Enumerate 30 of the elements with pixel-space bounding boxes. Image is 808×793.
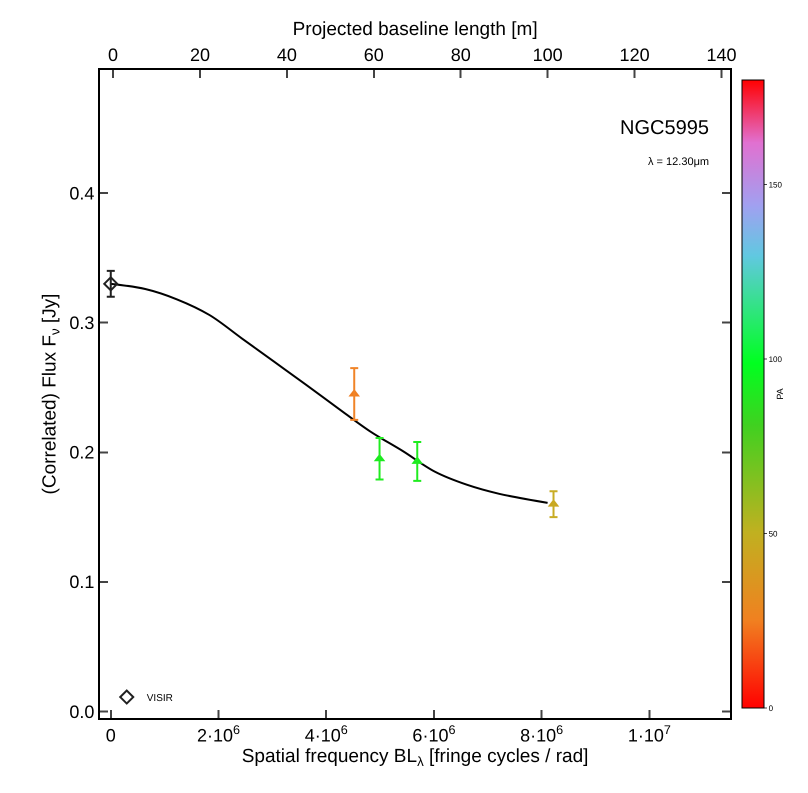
- annotation: NGC5995: [620, 117, 709, 139]
- color-bar-label: 50: [768, 529, 778, 538]
- x2-tick-label: 20: [190, 44, 210, 65]
- y-tick-label: 0.0: [69, 702, 94, 722]
- x2-tick-label: 0: [108, 44, 118, 65]
- y-tick-label: 0.4: [69, 183, 94, 204]
- x2-axis-title: Projected baseline length [m]: [292, 19, 538, 40]
- legend-label: VISIR: [146, 692, 173, 704]
- x-tick-label: 2·10$^{6}$: [196, 723, 240, 746]
- point: [103, 276, 118, 292]
- color-bar-label: 150: [768, 180, 782, 190]
- color-bar-label: 100: [768, 354, 782, 364]
- x-tick-label: 4·10$^{6}$: [304, 723, 348, 746]
- y-tick-label: 0.3: [69, 313, 94, 334]
- x2-tick-label: 120: [620, 44, 650, 65]
- x2-tick-label: 40: [276, 44, 297, 65]
- x-tick-label: 0: [106, 726, 116, 746]
- x-tick-label: 1·10$^{7}$: [628, 723, 671, 746]
- y-tick-label: 0.1: [69, 572, 94, 592]
- annotation: λ = 12.30μm: [648, 156, 710, 168]
- x-tick-label: 6·10$^{6}$: [412, 723, 456, 746]
- x2-tick-label: 60: [364, 44, 384, 65]
- x2-tick-label: 80: [450, 44, 471, 65]
- x2-tick-label: 100: [532, 44, 563, 65]
- x2-tick-label: 140: [706, 44, 737, 65]
- x-tick-label: 8·10$^{6}$: [520, 723, 564, 746]
- color-bar-label: 0: [768, 704, 774, 713]
- color-bar-title: PA: [775, 388, 786, 400]
- y-tick-label: 0.2: [69, 442, 94, 463]
- x-axis-title: Spatial frequency BL$_{λ}$ [fringe cycles / rad]: [242, 746, 588, 769]
